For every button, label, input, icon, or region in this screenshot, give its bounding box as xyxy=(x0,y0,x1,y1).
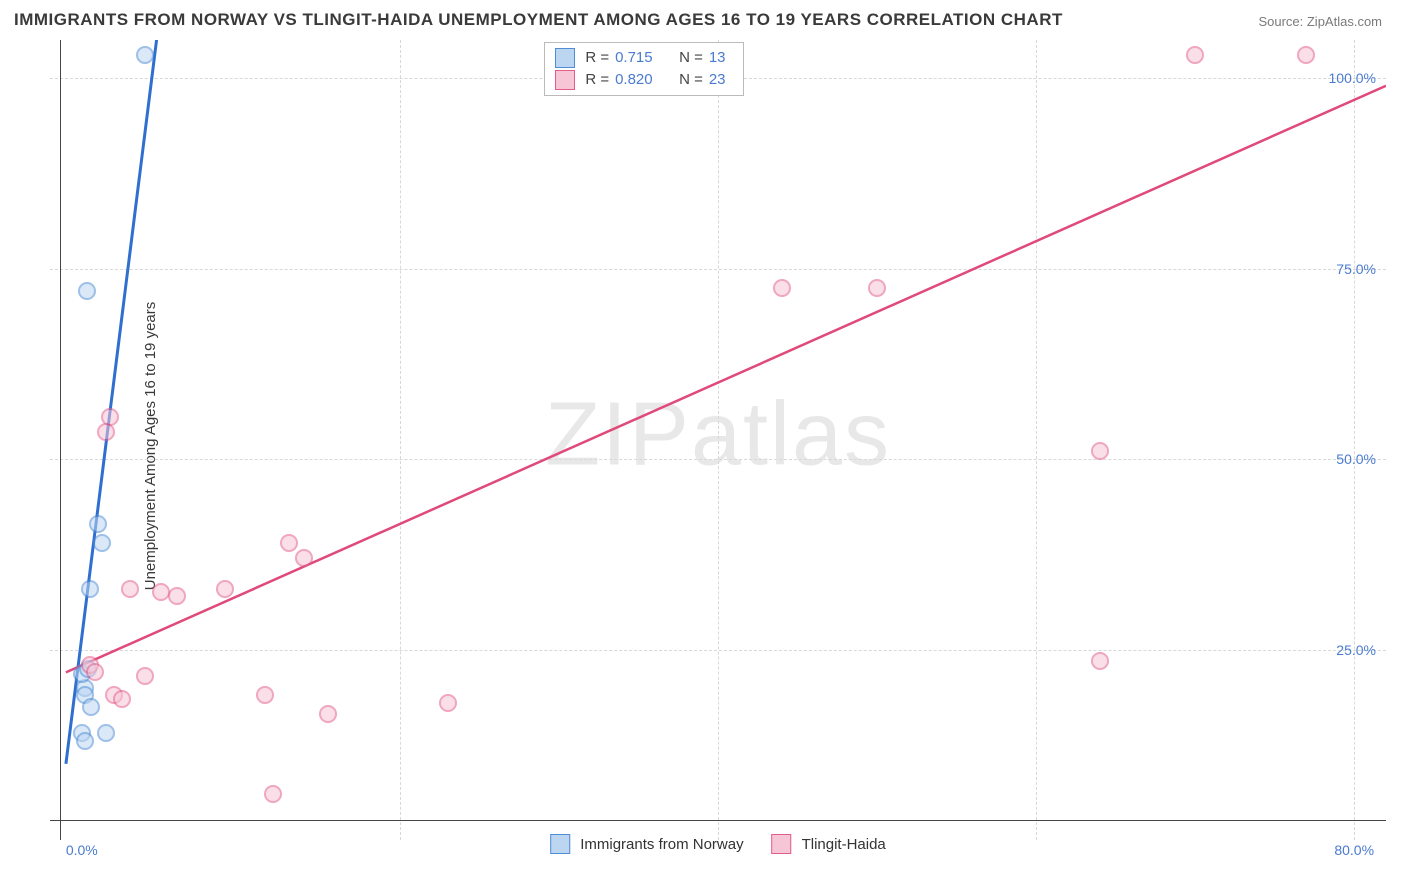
legend-swatch-norway xyxy=(550,834,570,854)
x-tick-label: 0.0% xyxy=(66,842,98,858)
data-point-tlingit xyxy=(1186,46,1204,64)
data-point-tlingit xyxy=(216,580,234,598)
legend-label: Tlingit-Haida xyxy=(802,836,886,853)
legend-row-norway: R = 0.715 N = 13 xyxy=(555,47,733,69)
x-tick-label: 80.0% xyxy=(1334,842,1374,858)
data-point-tlingit xyxy=(86,663,104,681)
data-point-norway xyxy=(93,534,111,552)
data-point-norway xyxy=(136,46,154,64)
data-point-tlingit xyxy=(256,686,274,704)
legend-item-tlingit: Tlingit-Haida xyxy=(772,834,886,854)
trend-line-norway xyxy=(66,40,161,764)
legend-item-norway: Immigrants from Norway xyxy=(550,834,743,854)
data-point-tlingit xyxy=(773,279,791,297)
legend-swatch-norway xyxy=(555,48,575,68)
data-point-tlingit xyxy=(168,587,186,605)
legend-swatch-tlingit xyxy=(772,834,792,854)
legend-r-label: R = xyxy=(585,47,609,69)
data-point-tlingit xyxy=(121,580,139,598)
legend-n-value: 23 xyxy=(709,69,733,91)
grid-line-v xyxy=(718,40,719,840)
grid-line-v xyxy=(400,40,401,840)
legend-label: Immigrants from Norway xyxy=(580,836,743,853)
source-label: Source: ZipAtlas.com xyxy=(1258,14,1382,29)
data-point-norway xyxy=(76,732,94,750)
data-point-tlingit xyxy=(868,279,886,297)
legend-n-label: N = xyxy=(679,69,703,91)
data-point-norway xyxy=(97,724,115,742)
legend-n-label: N = xyxy=(679,47,703,69)
legend-r-value: 0.820 xyxy=(615,69,665,91)
chart-title: IMMIGRANTS FROM NORWAY VS TLINGIT-HAIDA … xyxy=(14,10,1063,30)
data-point-tlingit xyxy=(1091,652,1109,670)
plot-area: ZIPatlas 25.0%50.0%75.0%100.0%0.0%80.0%R… xyxy=(50,40,1386,840)
data-point-tlingit xyxy=(439,694,457,712)
legend-r-label: R = xyxy=(585,69,609,91)
correlation-legend: R = 0.715 N = 13 R = 0.820 N = 23 xyxy=(544,42,744,96)
legend-r-value: 0.715 xyxy=(615,47,665,69)
legend-row-tlingit: R = 0.820 N = 23 xyxy=(555,69,733,91)
data-point-tlingit xyxy=(264,785,282,803)
grid-line-v xyxy=(1354,40,1355,840)
data-point-norway xyxy=(78,282,96,300)
data-point-tlingit xyxy=(1091,442,1109,460)
data-point-tlingit xyxy=(1297,46,1315,64)
data-point-norway xyxy=(81,580,99,598)
y-tick-label: 100.0% xyxy=(1329,70,1376,86)
data-point-tlingit xyxy=(280,534,298,552)
y-axis-line xyxy=(60,40,61,840)
x-axis-line xyxy=(50,820,1386,821)
grid-line-v xyxy=(1036,40,1037,840)
y-tick-label: 50.0% xyxy=(1336,451,1376,467)
y-tick-label: 25.0% xyxy=(1336,642,1376,658)
data-point-tlingit xyxy=(295,549,313,567)
legend-swatch-tlingit xyxy=(555,70,575,90)
data-point-tlingit xyxy=(319,705,337,723)
legend-n-value: 13 xyxy=(709,47,733,69)
trend-line-tlingit xyxy=(66,86,1386,673)
data-point-tlingit xyxy=(113,690,131,708)
data-point-tlingit xyxy=(97,423,115,441)
y-tick-label: 75.0% xyxy=(1336,261,1376,277)
series-legend: Immigrants from Norway Tlingit-Haida xyxy=(550,834,886,854)
data-point-tlingit xyxy=(136,667,154,685)
data-point-norway xyxy=(82,698,100,716)
data-point-norway xyxy=(89,515,107,533)
